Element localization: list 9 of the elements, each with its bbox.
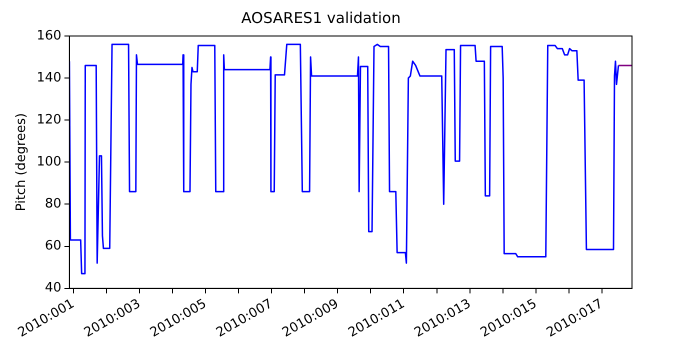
y-tick-label: 40 (44, 280, 62, 296)
y-tick-label: 160 (36, 28, 62, 44)
y-tick-label: 60 (44, 238, 62, 254)
y-tick-label: 140 (36, 70, 62, 86)
y-tick-label: 80 (44, 196, 62, 212)
y-tick-label: 120 (36, 112, 62, 128)
y-axis-title: Pitch (degrees) (14, 113, 30, 212)
chart-title: AOSARES1 validation (241, 8, 401, 27)
y-tick-label: 100 (36, 154, 62, 170)
